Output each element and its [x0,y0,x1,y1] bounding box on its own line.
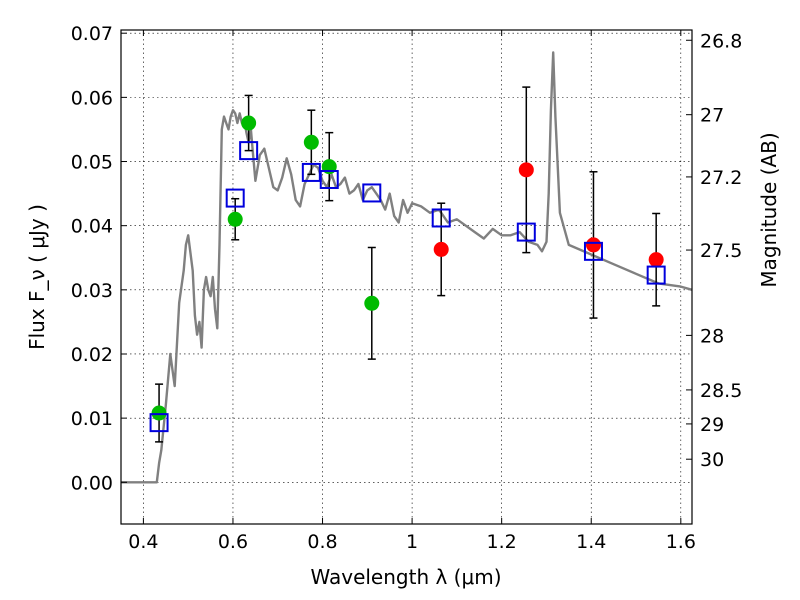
y2-tick-label: 27 [700,105,724,127]
x-tick-label: 1 [406,531,418,553]
model-flux-square [362,183,382,203]
x-tick-label: 0.6 [218,531,248,553]
green-data-point [227,211,243,227]
y2-tick-label: 28 [700,325,724,347]
x-tick-label: 0.8 [307,531,337,553]
y2-tick-label: 29 [700,414,724,436]
model-flux-square [516,222,536,242]
y-tick-label: 0.01 [71,408,113,430]
y2-tick-label: 28.5 [700,380,742,402]
model-flux-square [319,169,339,189]
grid [121,30,692,524]
plot-frame [120,29,693,525]
green-data-point [364,295,380,311]
red-data-point [648,252,664,268]
y2-axis-label: Magnitude (AB) [757,132,781,287]
y-tick-label: 0.06 [71,87,113,109]
red-data-point [518,162,534,178]
y-axis-label: Flux F_ν ( μJy ) [25,204,49,350]
y-tick-label: 0.07 [71,23,113,45]
model-flux-square [583,241,603,261]
y2-tick-label: 27.2 [700,167,742,189]
model-flux-square [646,265,666,285]
green-data-point [241,115,257,131]
plot-background [121,30,692,524]
model-flux-square [149,413,169,433]
marker-layer [149,115,666,433]
red-data-point [585,237,601,253]
green-data-point [303,134,319,150]
model-flux-square [225,188,245,208]
y-tick-label: 0.05 [71,152,113,174]
model-flux-square [239,141,259,161]
y-tick-label: 0.02 [71,344,113,366]
y2-tick-label: 27.5 [700,240,742,262]
axis-ticks [121,30,692,524]
y-tick-label: 0.04 [71,216,113,238]
x-tick-label: 1.6 [666,531,696,553]
x-axis-label: Wavelength λ (μm) [310,565,501,589]
axis-tick-labels: 0.4 0.6 0.8 1 1.2 1.4 1.6 0.00 0.01 0.02 0.03 0.04 0… [71,23,743,553]
y-tick-label: 0.03 [71,280,113,302]
red-data-point [433,241,449,257]
y2-tick-label: 30 [700,449,724,471]
model-flux-square [431,208,451,228]
x-tick-label: 1.4 [576,531,606,553]
x-tick-label: 0.4 [128,531,158,553]
green-data-point [151,405,167,421]
x-tick-label: 1.2 [487,531,517,553]
y-tick-label: 0.00 [71,472,113,494]
y2-tick-label: 26.8 [700,30,742,52]
